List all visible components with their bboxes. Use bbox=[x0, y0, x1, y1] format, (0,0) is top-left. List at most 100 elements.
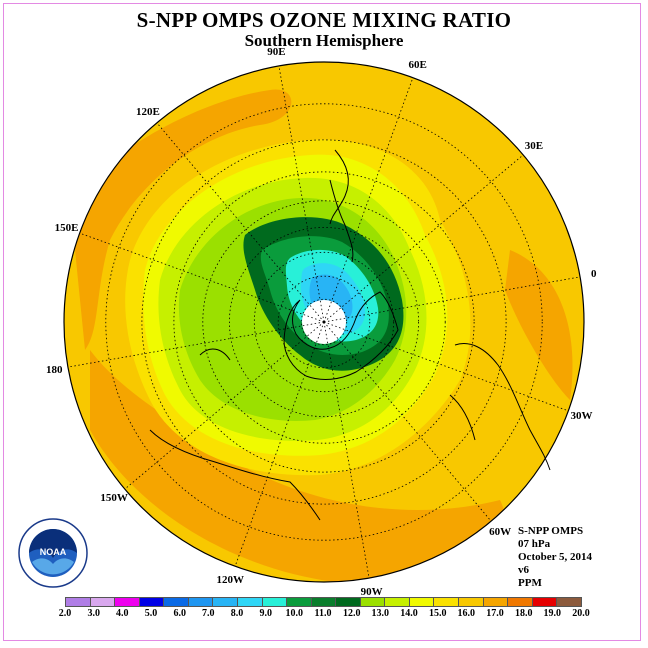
meridian-line bbox=[234, 321, 325, 567]
colorbar-segment bbox=[138, 597, 165, 607]
map-subtitle: Southern Hemisphere bbox=[244, 31, 404, 50]
colorbar-tick-label: 7.0 bbox=[202, 608, 215, 619]
colorbar-segment bbox=[408, 597, 435, 607]
latitude-circle bbox=[202, 200, 446, 444]
new-zealand-coast bbox=[199, 348, 231, 361]
meridian-line bbox=[323, 321, 492, 522]
colorbar-segment bbox=[556, 597, 582, 607]
info-block: S-NPP OMPS 07 hPa October 5, 2014 v6 PPM bbox=[518, 525, 592, 590]
longitude-label: 150W bbox=[100, 492, 128, 505]
australia-coast bbox=[149, 429, 321, 521]
logo-sky bbox=[29, 529, 77, 558]
meridians bbox=[67, 65, 581, 579]
colorbar-tick-label: 6.0 bbox=[173, 608, 186, 619]
colorbar-tick-label: 3.0 bbox=[87, 608, 100, 619]
meridian-line bbox=[323, 77, 414, 323]
colorbar-segment bbox=[114, 597, 140, 607]
meridian-line bbox=[124, 321, 325, 490]
longitude-label: 150E bbox=[54, 222, 79, 235]
longitude-label: 90W bbox=[360, 585, 383, 598]
colorbar-segment bbox=[384, 597, 410, 607]
longitude-label: 120E bbox=[135, 106, 160, 119]
colorbar-tick-label: 2.0 bbox=[58, 608, 72, 619]
longitude-label: 60E bbox=[408, 58, 427, 71]
colorbar-labels: 2.0 3.0 4.0 5.0 6.0 7.0 8.0 9.0 10.0 11.0 12.0 13.0… bbox=[0, 608, 648, 622]
latitude-circle bbox=[105, 103, 543, 541]
meridian-line bbox=[156, 122, 325, 323]
figure-frame bbox=[3, 3, 641, 641]
longitude-label: 60W bbox=[489, 525, 512, 538]
info-version: v6 bbox=[518, 564, 529, 576]
meridian-line bbox=[323, 154, 524, 323]
longitude-label: 30E bbox=[524, 139, 544, 152]
meridian-line bbox=[79, 232, 325, 323]
latitude-circle bbox=[253, 251, 395, 393]
colorbar-segment bbox=[286, 597, 312, 607]
ozone-band-17-18-south bbox=[90, 350, 505, 582]
meridian-line bbox=[67, 321, 325, 368]
latitude-circle bbox=[228, 226, 419, 417]
meridian-line bbox=[278, 65, 325, 323]
colorbar bbox=[65, 597, 582, 607]
colorbar-tick-label: 20.0 bbox=[572, 608, 590, 619]
colorbar-segment bbox=[212, 597, 238, 607]
colorbar-tick-label: 18.0 bbox=[514, 608, 533, 619]
info-units: PPM bbox=[518, 577, 542, 589]
colorbar-tick-label: 8.0 bbox=[230, 608, 244, 619]
colorbar-segment bbox=[359, 597, 386, 607]
info-level: 07 hPa bbox=[518, 538, 551, 550]
latitude-circle bbox=[173, 171, 475, 473]
africa-coast bbox=[454, 343, 551, 471]
colorbar-segment bbox=[531, 597, 558, 607]
latitude-circle bbox=[300, 298, 348, 346]
antarctic-peninsula bbox=[329, 179, 354, 263]
colorbar-segment bbox=[433, 597, 459, 607]
map-title: S-NPP OMPS OZONE MIXING RATIO bbox=[136, 8, 512, 32]
colorbar-segment bbox=[335, 597, 361, 607]
meridian-line bbox=[323, 321, 569, 412]
longitude-label: 90E bbox=[267, 46, 286, 59]
meridian-line bbox=[323, 321, 370, 579]
info-date: October 5, 2014 bbox=[518, 551, 593, 563]
colorbar-segment bbox=[187, 597, 214, 607]
colorbar-segment bbox=[507, 597, 533, 607]
south-pole-marker bbox=[322, 320, 326, 324]
colorbar-tick-label: 15.0 bbox=[428, 608, 447, 619]
south-america-tip bbox=[329, 149, 349, 225]
logo-text: NOAA bbox=[40, 547, 67, 557]
colorbar-tick-label: 4.0 bbox=[116, 608, 129, 619]
longitude-label: 180 bbox=[45, 363, 63, 376]
longitude-label: 30W bbox=[570, 409, 593, 422]
madagascar-coast bbox=[449, 394, 476, 441]
colorbar-tick-label: 10.0 bbox=[285, 608, 304, 619]
map-boundary bbox=[63, 61, 585, 583]
colorbar-tick-label: 5.0 bbox=[144, 608, 158, 619]
latitude-circle bbox=[141, 139, 507, 505]
colorbar-tick-label: 9.0 bbox=[259, 608, 272, 619]
meridian-line bbox=[323, 276, 581, 323]
colorbar-tick-label: 17.0 bbox=[486, 608, 504, 619]
latitude-circle bbox=[277, 275, 371, 369]
colorbar-tick-label: 11.0 bbox=[314, 608, 332, 619]
colorbar-tick-label: 13.0 bbox=[371, 608, 390, 619]
coastlines bbox=[149, 149, 551, 521]
latitude-circles bbox=[105, 103, 543, 541]
noaa-logo: NOAA bbox=[18, 518, 88, 588]
colorbar-tick-label: 14.0 bbox=[400, 608, 418, 619]
longitude-label: 120W bbox=[216, 573, 245, 586]
colorbar-segment bbox=[65, 597, 91, 607]
colorbar-segment bbox=[458, 597, 484, 607]
colorbar-segment bbox=[236, 597, 263, 607]
colorbar-segment bbox=[89, 597, 116, 607]
colorbar-segment bbox=[261, 597, 288, 607]
colorbar-tick-label: 16.0 bbox=[457, 608, 476, 619]
colorbar-tick-label: 19.0 bbox=[543, 608, 562, 619]
logo-wave bbox=[32, 558, 74, 575]
colorbar-segment bbox=[163, 597, 189, 607]
longitude-label: 0 bbox=[591, 268, 597, 281]
colorbar-segment bbox=[482, 597, 509, 607]
colorbar-tick-label: 12.0 bbox=[342, 608, 361, 619]
colorbar-segment bbox=[310, 597, 337, 607]
